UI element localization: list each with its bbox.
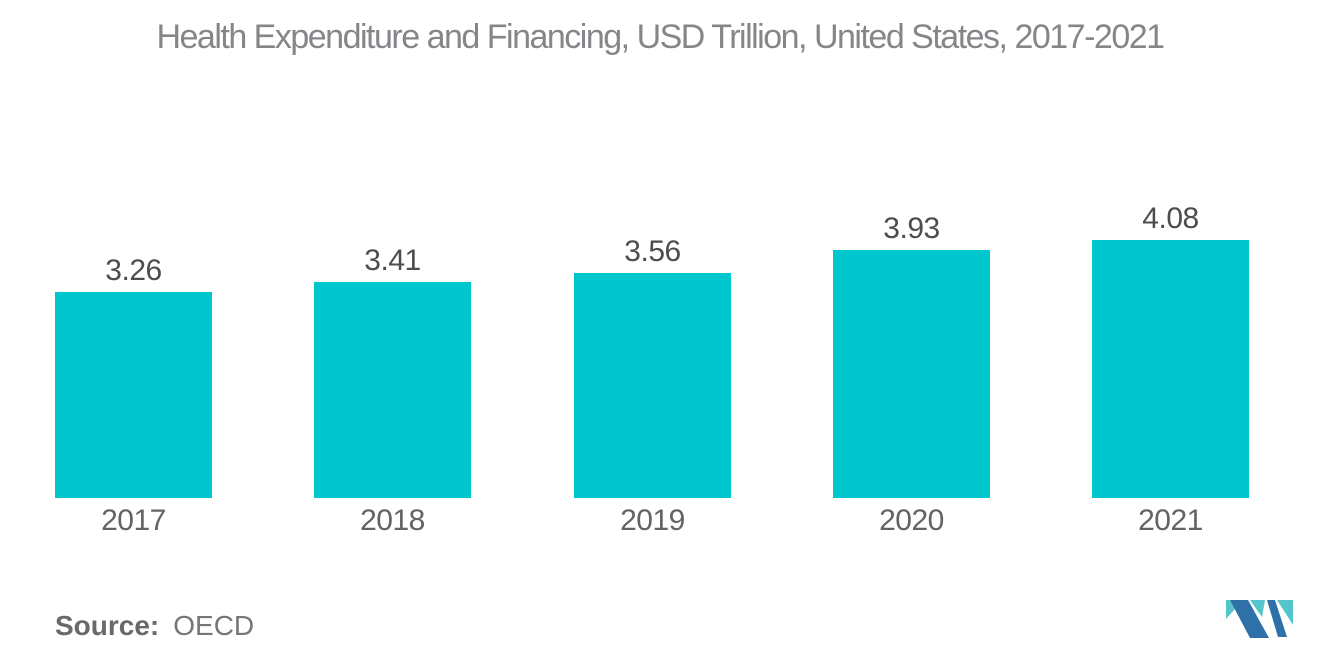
bar-value-label: 3.41 <box>364 244 421 277</box>
bar-2021 <box>1092 240 1249 498</box>
bar-value-label: 4.08 <box>1142 202 1199 235</box>
source-label: Source: <box>55 610 160 641</box>
bar-category-label: 2019 <box>620 504 685 537</box>
source-line: Source: OECD <box>55 610 254 642</box>
bar-2020 <box>833 250 990 498</box>
logo-blue-left-stroke <box>1230 600 1269 638</box>
bar-category-label: 2021 <box>1138 504 1203 537</box>
bar-2019 <box>574 273 731 498</box>
logo-teal-right-triangle <box>1277 600 1293 625</box>
bar-category-label: 2017 <box>101 504 166 537</box>
bar-category-label: 2018 <box>360 504 425 537</box>
source-value: OECD <box>173 610 255 641</box>
logo-teal-middle-triangle <box>1250 600 1265 617</box>
bar-2018 <box>314 282 471 498</box>
mordor-intelligence-logo <box>1226 600 1293 638</box>
chart-title: Health Expenditure and Financing, USD Tr… <box>156 18 1165 56</box>
logo-blue-right-stroke <box>1267 600 1287 637</box>
bar-value-label: 3.56 <box>624 235 681 268</box>
bar-category-label: 2020 <box>879 504 944 537</box>
bar-2017 <box>55 292 212 498</box>
bar-value-label: 3.26 <box>105 254 162 287</box>
bar-value-label: 3.93 <box>883 212 940 245</box>
